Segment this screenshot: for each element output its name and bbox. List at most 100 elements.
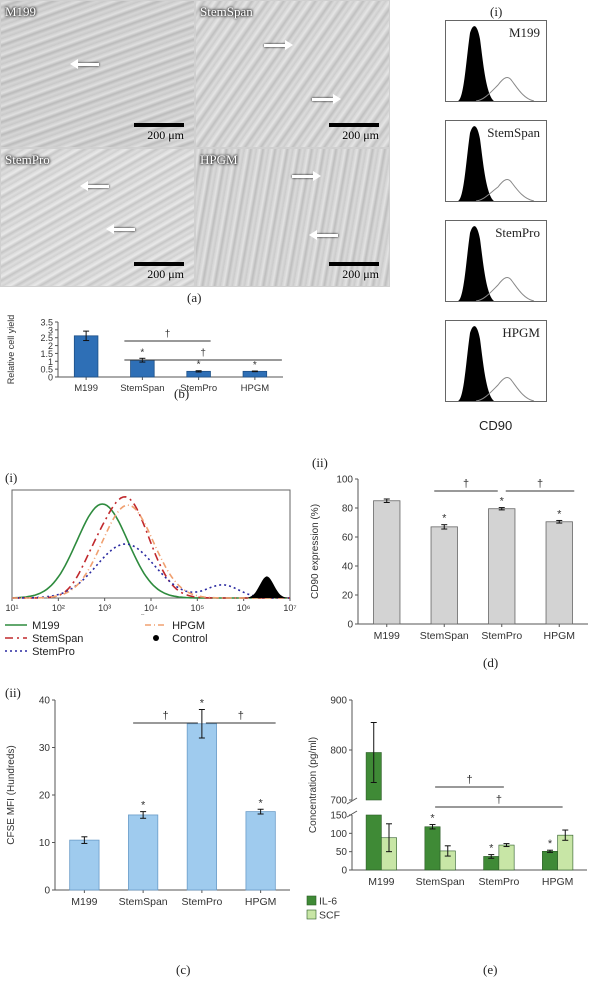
legend-item-hpgm: HPGM bbox=[145, 620, 205, 632]
y-tick-label: 700 bbox=[330, 796, 347, 807]
bar bbox=[186, 723, 217, 891]
bar bbox=[245, 811, 276, 891]
bar bbox=[130, 359, 155, 378]
bar-il-6 bbox=[424, 826, 441, 871]
significance-dagger: † bbox=[238, 710, 244, 722]
y-tick-label: 150 bbox=[330, 811, 347, 822]
y-tick-label: 2.5 bbox=[40, 333, 53, 343]
legend-label: IL-6 bbox=[319, 896, 337, 908]
histogram-label: HPGM bbox=[502, 325, 540, 340]
significance-star: * bbox=[200, 698, 205, 710]
series-line-stempro bbox=[12, 543, 290, 599]
x-tick-label: 10³ bbox=[98, 603, 111, 613]
y-tick-label: 0 bbox=[341, 866, 347, 877]
histogram-label: M199 bbox=[508, 25, 540, 40]
y-tick-label: 100 bbox=[336, 475, 353, 486]
significance-dagger: † bbox=[463, 478, 469, 490]
legend-label: Control bbox=[172, 633, 208, 645]
x-tick-label: 10⁷ bbox=[283, 603, 296, 613]
bar bbox=[128, 814, 159, 891]
chart-b: 00.511.522.533.5 M199 StemSpan * StemPro * HPG… bbox=[6, 315, 283, 394]
significance-dagger: † bbox=[466, 774, 472, 786]
panel-label-d-i: (i) bbox=[490, 4, 503, 19]
histogram-plot bbox=[458, 26, 535, 101]
y-tick-label: 3.5 bbox=[40, 318, 53, 328]
significance-dagger: † bbox=[165, 329, 171, 340]
legend-swatch bbox=[145, 624, 167, 626]
significance-star: * bbox=[140, 347, 144, 358]
scale-label: 200 μm bbox=[342, 128, 379, 142]
significance-star: * bbox=[197, 360, 201, 371]
y-tick-label: 80 bbox=[342, 504, 354, 515]
series-line-hpgm bbox=[12, 504, 290, 599]
y-tick-label: 20 bbox=[342, 591, 354, 602]
y-tick-label: 100 bbox=[330, 829, 347, 840]
bar bbox=[242, 370, 268, 378]
significance-star: * bbox=[548, 838, 553, 850]
x-tick-label: 10⁶ bbox=[237, 603, 251, 613]
y-tick-label: 20 bbox=[39, 791, 51, 802]
bar bbox=[488, 508, 516, 625]
x-tick-label: 10¹ bbox=[5, 603, 18, 613]
significance-star: * bbox=[442, 513, 447, 525]
y-tick-label: 40 bbox=[342, 562, 354, 573]
arrow-icon bbox=[70, 59, 99, 69]
legend-swatch bbox=[153, 635, 159, 641]
legend-item-stemspan: StemSpan bbox=[5, 633, 83, 645]
bar-scf bbox=[498, 844, 515, 871]
arrow-icon bbox=[309, 230, 338, 240]
y-tick-label: 900 bbox=[330, 696, 347, 707]
x-tick-label: StemSpan bbox=[416, 876, 465, 888]
significance-star: * bbox=[258, 797, 263, 809]
bar bbox=[430, 526, 458, 625]
x-tick-label: M199 bbox=[74, 383, 98, 394]
scale-bar bbox=[134, 262, 184, 266]
significance-star: * bbox=[557, 508, 562, 520]
y-tick-label: 50 bbox=[336, 847, 348, 858]
x-tick-label: HPGM bbox=[544, 630, 576, 642]
legend-swatch-scf bbox=[306, 909, 317, 920]
significance-star: * bbox=[500, 496, 505, 508]
x-tick-label: M199 bbox=[368, 876, 394, 888]
legend-swatch bbox=[5, 650, 27, 652]
panel-label-d: (d) bbox=[483, 655, 499, 670]
panel-label-c-ii: (ii) bbox=[5, 685, 21, 700]
bar-il-6 bbox=[365, 814, 382, 871]
axis-break-mark bbox=[346, 797, 358, 805]
x-tick-label: M199 bbox=[374, 630, 400, 642]
panel-label-d-ii: (ii) bbox=[312, 455, 328, 470]
x-tick-label: StemSpan bbox=[420, 630, 469, 642]
panel-label-a: (a) bbox=[187, 290, 202, 305]
cd90-histogram-stempro: StemPro bbox=[445, 220, 547, 302]
micrograph-stemspan: StemSpan 200 μm bbox=[195, 0, 390, 148]
scale-label: 200 μm bbox=[147, 128, 184, 142]
x-tick-label: 10² bbox=[52, 603, 65, 613]
bar bbox=[545, 521, 573, 625]
y-axis-label: Concentration (pg/ml) bbox=[308, 737, 319, 833]
legend-label: StemPro bbox=[32, 646, 75, 658]
panel-label-c: (c) bbox=[176, 962, 191, 977]
y-tick-label: 3 bbox=[48, 325, 53, 335]
micrograph-stempro: StemPro 200 μm bbox=[0, 148, 195, 287]
scale-label: 200 μm bbox=[147, 267, 184, 281]
micrograph-label: HPGM bbox=[200, 152, 238, 167]
legend-item-stempro: StemPro bbox=[5, 646, 75, 658]
histogram-plot bbox=[458, 326, 535, 401]
arrow-icon bbox=[80, 181, 109, 191]
legend-swatch bbox=[5, 637, 27, 639]
chart-c-ii: 0 10 20 30 40 M199 StemSpan * StemPro * HPGM * CFSE … bbox=[6, 696, 290, 908]
y-tick-label: 800 bbox=[330, 746, 347, 757]
y-axis-label: CD90 expression (%) bbox=[310, 504, 321, 599]
legend-label: SCF bbox=[319, 910, 340, 922]
chart-c-i: 10¹ 10² 10³ 10⁴ 10⁵ 10⁶ 10⁷ CFSE fluorescene bbox=[5, 489, 297, 615]
x-tick-label: M199 bbox=[71, 896, 97, 908]
legend-swatch bbox=[5, 624, 27, 626]
cd90-histogram-hpgm: HPGM bbox=[445, 320, 547, 402]
scale-bar bbox=[329, 262, 379, 266]
panel-label-b: (b) bbox=[174, 386, 190, 401]
series-area-control bbox=[248, 576, 288, 598]
x-tick-label: HPGM bbox=[542, 876, 574, 888]
axis-break-mark bbox=[346, 810, 358, 818]
micrograph-label: StemPro bbox=[5, 152, 50, 167]
x-tick-label: 10⁵ bbox=[190, 603, 204, 613]
